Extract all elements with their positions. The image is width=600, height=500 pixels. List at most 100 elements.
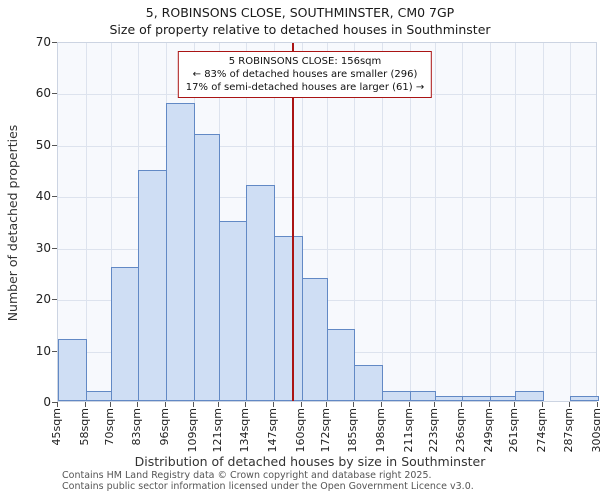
x-tick-label: 198sqm	[374, 408, 387, 453]
histogram-bar	[274, 236, 303, 401]
grid-line-v	[434, 43, 436, 401]
x-tick-mark	[57, 402, 58, 407]
y-tick-mark	[52, 196, 57, 198]
histogram-bar	[515, 390, 544, 401]
y-tick-label: 70	[35, 35, 51, 49]
x-tick-mark	[273, 402, 274, 407]
histogram-bar	[490, 395, 517, 401]
grid-line-v	[326, 43, 328, 401]
histogram-bar	[138, 169, 167, 401]
grid-line-v	[301, 43, 303, 401]
x-tick-mark	[489, 402, 490, 407]
histogram-bar	[301, 277, 328, 401]
histogram-bar	[85, 390, 112, 401]
marker-line	[292, 43, 295, 401]
x-tick-label: 249sqm	[482, 408, 495, 453]
x-tick-mark	[217, 402, 219, 407]
annotation-line-2: ← 83% of detached houses are smaller (29…	[192, 69, 418, 80]
histogram-bar	[409, 390, 436, 401]
grid-line-v	[110, 43, 112, 401]
histogram-bar	[354, 365, 383, 401]
x-tick-label: 274sqm	[534, 408, 548, 453]
x-tick-label: 121sqm	[210, 408, 224, 453]
grid-line-v	[490, 43, 491, 401]
histogram-bar	[326, 329, 356, 401]
x-tick-label: 261sqm	[507, 408, 521, 453]
y-tick-mark	[52, 247, 57, 249]
y-tick-mark	[52, 144, 57, 146]
grid-line-v	[85, 43, 87, 401]
y-tick-label: 50	[35, 137, 51, 152]
x-tick-label: 83sqm	[130, 408, 144, 446]
grid-line-v	[570, 43, 572, 401]
x-tick-mark	[192, 402, 194, 407]
y-tick-label: 30	[35, 240, 51, 255]
footer-line-1: Contains HM Land Registry data © Crown c…	[62, 470, 432, 481]
x-tick-label: 223sqm	[426, 408, 440, 453]
histogram-bar	[58, 339, 87, 401]
x-tick-label: 172sqm	[318, 408, 332, 453]
histogram-bar	[218, 221, 248, 401]
grid-line-v	[462, 43, 464, 401]
x-axis-label: Distribution of detached houses by size …	[134, 454, 486, 469]
x-tick-mark	[325, 402, 327, 407]
annotation-line-3: 17% of semi-detached houses are larger (…	[185, 82, 425, 93]
footer-line-2: Contains public sector information licen…	[62, 481, 474, 492]
histogram-bar	[462, 395, 491, 401]
x-tick-label: 109sqm	[185, 408, 199, 453]
x-tick-label: 147sqm	[266, 408, 279, 453]
x-tick-label: 300sqm	[590, 408, 600, 453]
x-tick-mark	[514, 402, 516, 407]
x-tick-label: 134sqm	[238, 408, 252, 453]
plot-area: 5 ROBINSONS CLOSE: 156sqm ← 83% of detac…	[57, 42, 599, 402]
y-tick-mark	[52, 299, 57, 301]
chart-title: 5, ROBINSONS CLOSE, SOUTHMINSTER, CM0 7G…	[145, 5, 455, 20]
y-tick-label: 60	[35, 86, 51, 101]
x-tick-mark	[408, 402, 410, 407]
x-tick-mark	[461, 402, 463, 407]
x-tick-label: 185sqm	[346, 408, 360, 453]
y-tick-mark	[52, 42, 57, 43]
x-tick-mark	[381, 402, 382, 407]
x-tick-label: 70sqm	[102, 408, 116, 446]
y-tick-label: 10	[35, 343, 51, 358]
x-tick-mark	[245, 402, 247, 407]
y-tick-label: 40	[35, 189, 51, 204]
histogram-bar	[193, 133, 220, 401]
x-tick-label: 58sqm	[77, 408, 91, 446]
x-tick-label: 160sqm	[293, 408, 307, 453]
x-tick-mark	[541, 402, 543, 407]
grid-line-v	[515, 43, 517, 401]
x-tick-mark	[137, 402, 139, 407]
y-tick-mark	[52, 350, 57, 352]
x-tick-mark	[353, 402, 355, 407]
annotation-box: 5 ROBINSONS CLOSE: 156sqm ← 83% of detac…	[177, 51, 433, 98]
histogram-bar	[434, 395, 464, 401]
x-tick-mark	[597, 402, 598, 407]
grid-line-v	[382, 43, 383, 401]
x-tick-mark	[433, 402, 435, 407]
x-tick-mark	[300, 402, 302, 407]
histogram-bar	[110, 267, 140, 401]
chart-subtitle: Size of property relative to detached ho…	[109, 22, 491, 37]
x-tick-label: 45sqm	[50, 408, 63, 446]
histogram-bar	[246, 185, 275, 401]
x-tick-mark	[84, 402, 86, 407]
x-tick-label: 96sqm	[158, 408, 171, 446]
histogram-bar	[570, 395, 599, 401]
x-tick-mark	[109, 402, 111, 407]
annotation-line-1: 5 ROBINSONS CLOSE: 156sqm	[228, 56, 382, 67]
grid-line-v	[409, 43, 411, 401]
y-tick-mark	[52, 93, 57, 95]
x-tick-label: 211sqm	[401, 408, 415, 453]
x-tick-label: 287sqm	[562, 408, 576, 453]
histogram-bar	[166, 102, 195, 401]
x-tick-mark	[569, 402, 571, 407]
grid-line-v	[542, 43, 544, 401]
y-tick-label: 20	[35, 292, 51, 307]
x-tick-label: 236sqm	[454, 408, 468, 453]
histogram-bar	[382, 390, 411, 401]
grid-line-v	[354, 43, 356, 401]
x-tick-mark	[165, 402, 166, 407]
